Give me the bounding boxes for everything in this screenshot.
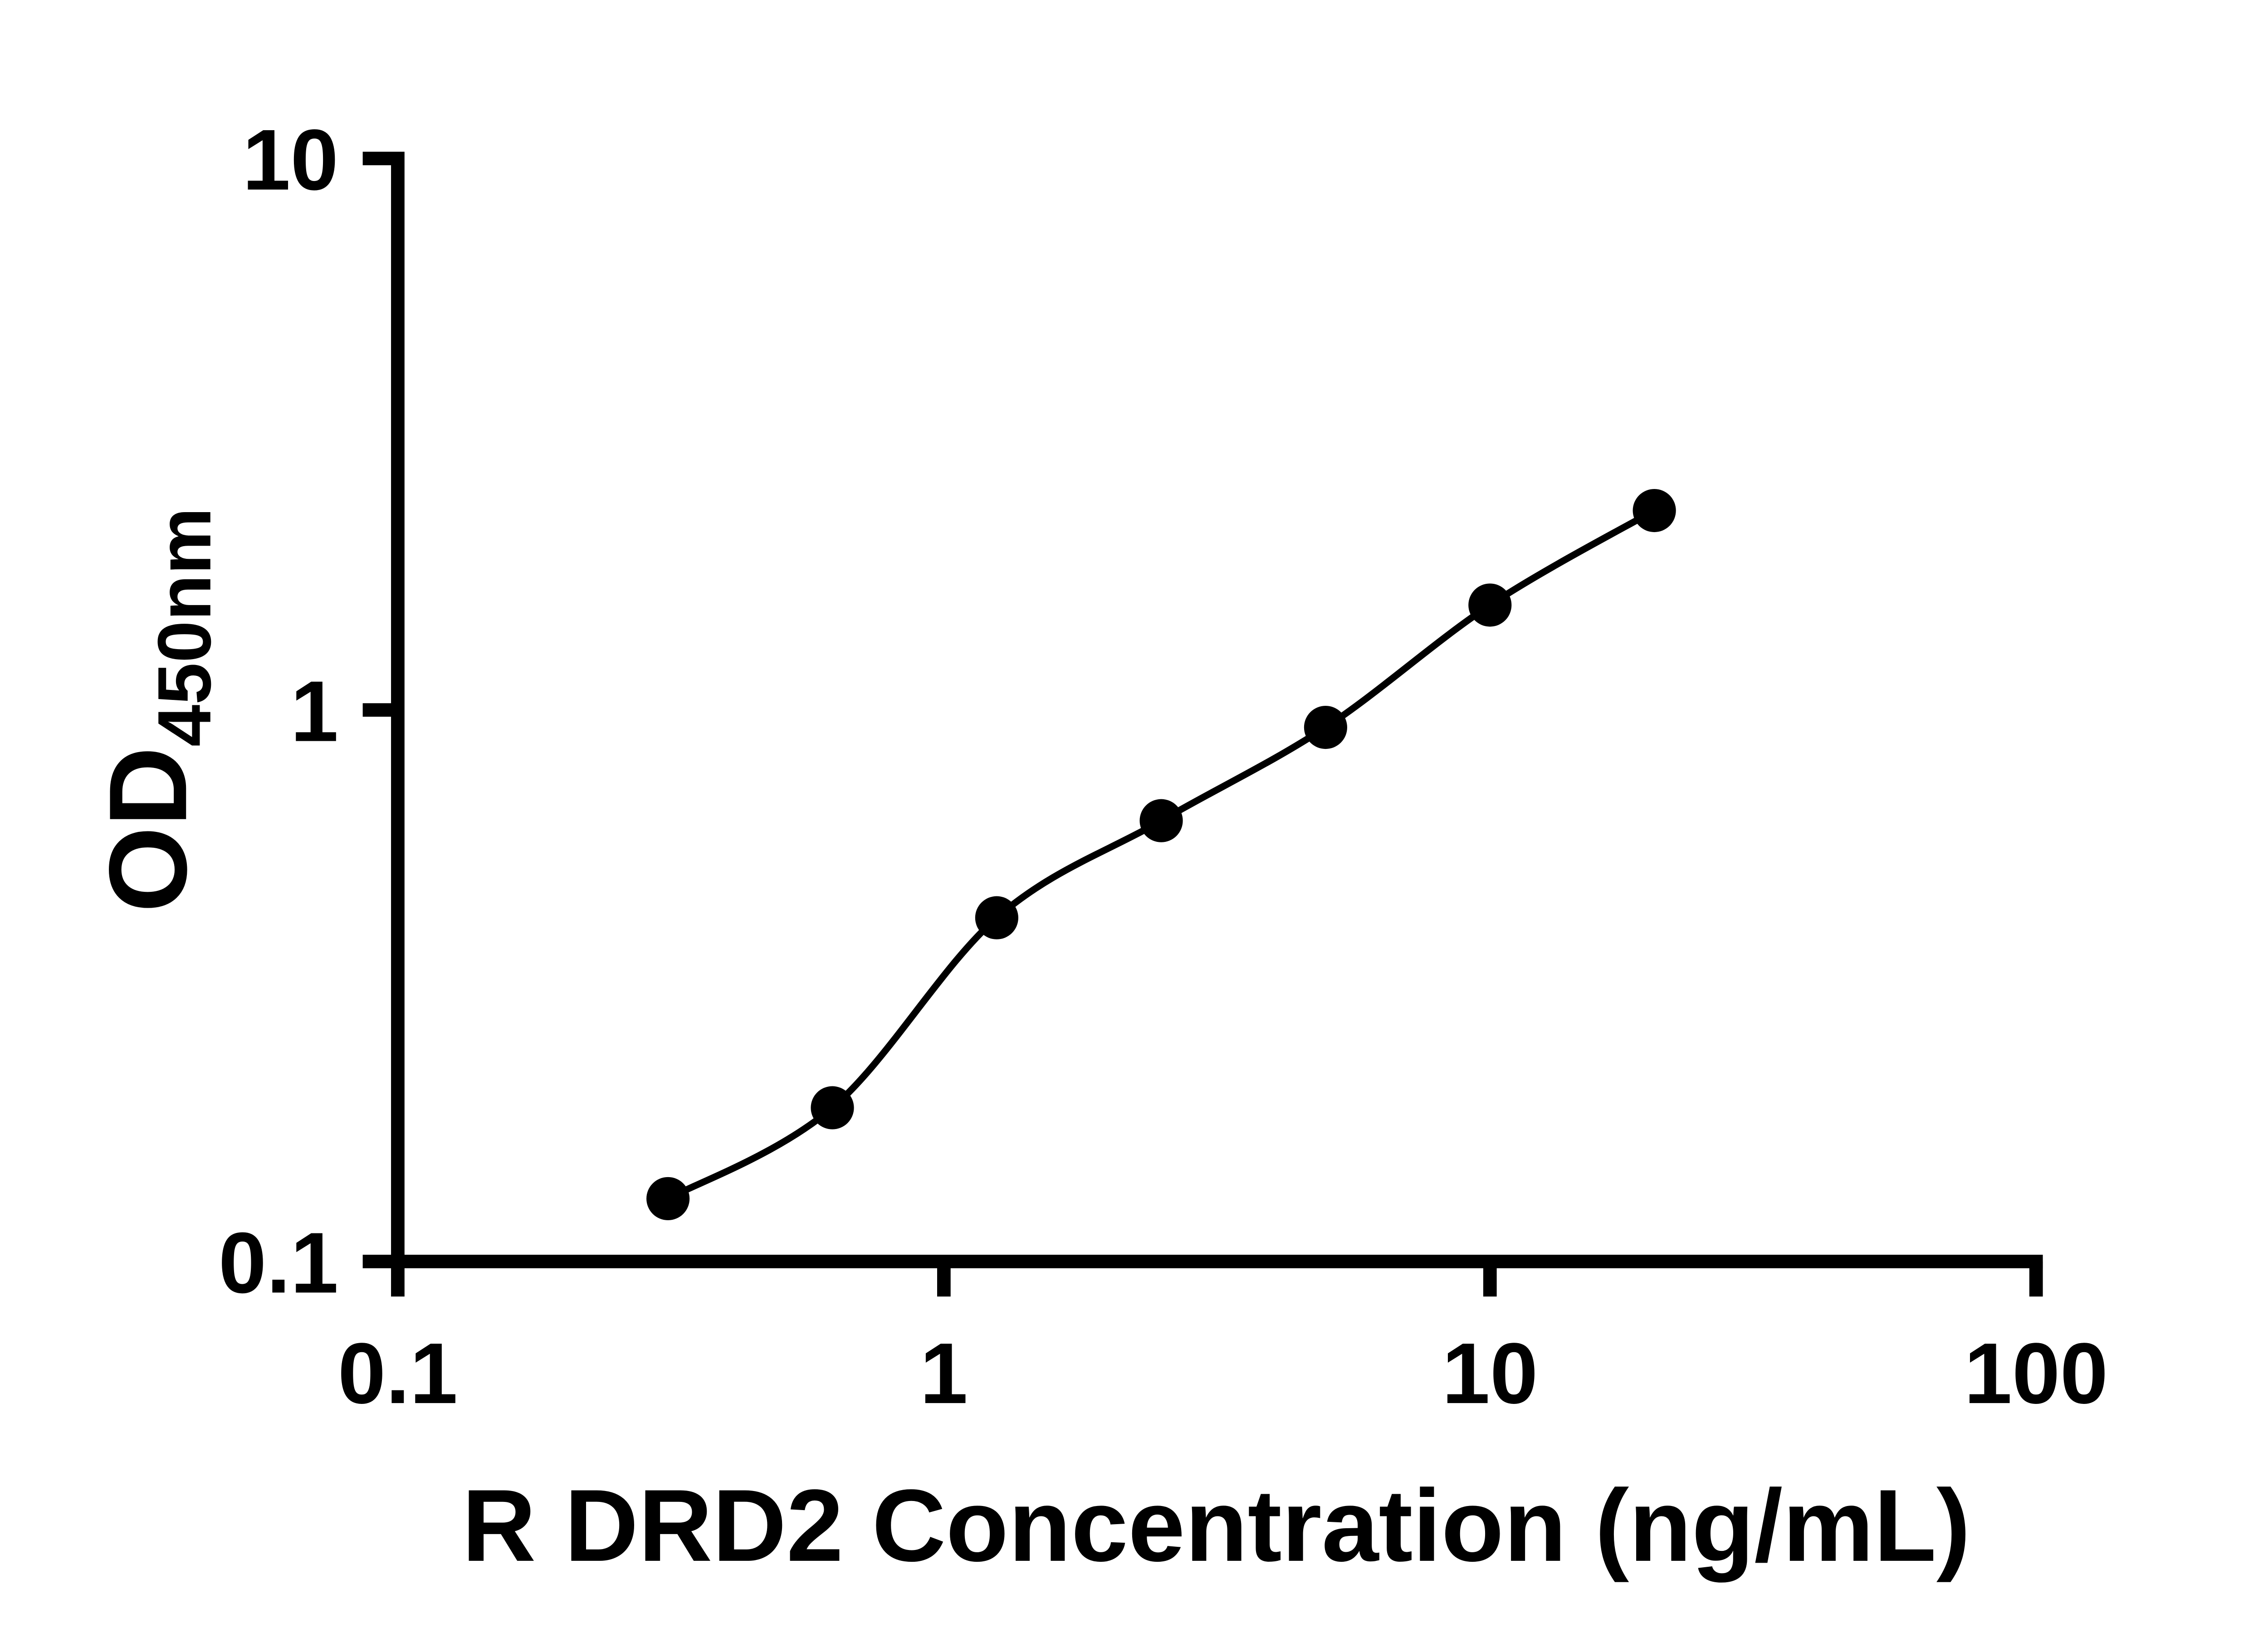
axes — [391, 152, 2043, 1268]
plot-area: 0.1 1 10 100 0.1 1 10 — [219, 112, 2108, 1422]
x-tick-label: 100 — [1964, 1325, 2108, 1422]
data-point — [1633, 489, 1676, 533]
x-tick-label: 10 — [1442, 1325, 1538, 1422]
data-point — [1468, 583, 1512, 627]
y-tick-label: 0.1 — [219, 1215, 338, 1311]
y-axis-title-main: OD — [86, 747, 210, 913]
y-axis-title-subscript: 450nm — [142, 508, 227, 747]
y-axis-title: OD450nm — [86, 508, 227, 913]
x-tick-label: 1 — [920, 1325, 968, 1422]
y-tick-label: 10 — [243, 112, 339, 208]
data-point — [1304, 705, 1347, 749]
data-point — [811, 1086, 854, 1129]
data-point — [646, 1177, 690, 1221]
data-point — [975, 896, 1018, 939]
data-point — [1139, 799, 1183, 842]
y-tick-label: 1 — [290, 664, 338, 760]
x-tick-label: 0.1 — [338, 1325, 458, 1422]
x-axis-title: R DRD2 Concentration (ng/mL) — [462, 1468, 1970, 1583]
